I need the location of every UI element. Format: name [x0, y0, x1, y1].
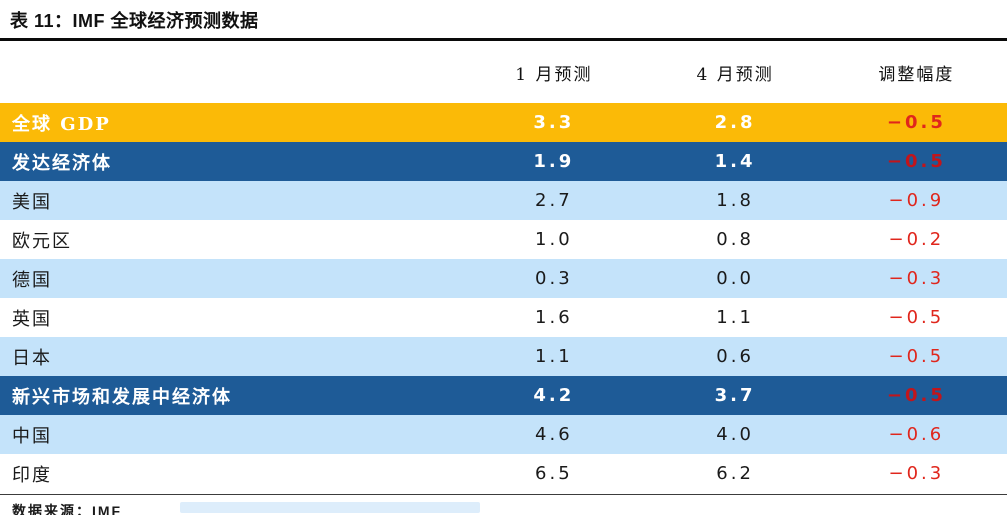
table-row-india: 印度 6.5 6.2 −0.3 [0, 454, 1007, 493]
jan-forecast-value: 1.1 [535, 346, 573, 367]
footer-divider [0, 494, 1007, 495]
table-row-emerging-markets: 新兴市场和发展中经济体 4.2 3.7 −0.5 [0, 376, 1007, 415]
watermark-smudge [180, 502, 480, 513]
row-label: 英国 [12, 308, 52, 330]
row-label: 印度 [12, 464, 52, 486]
title-bar: 表 11：IMF 全球经济预测数据 [0, 0, 1007, 38]
jan-forecast-value: 4.2 [533, 385, 575, 406]
table-row-eurozone: 欧元区 1.0 0.8 −0.2 [0, 220, 1007, 259]
adjustment-value: −0.5 [888, 307, 945, 328]
jan-forecast-value: 1.9 [533, 151, 575, 172]
row-label: 中国 [12, 425, 52, 447]
adjustment-value: −0.5 [886, 151, 946, 172]
row-label: 日本 [12, 347, 52, 369]
adjustment-value: −0.2 [888, 229, 945, 250]
row-label: 美国 [12, 191, 52, 213]
adjustment-value: −0.5 [886, 385, 946, 406]
table-row-japan: 日本 1.1 0.6 −0.5 [0, 337, 1007, 376]
table-row-global-gdp: 全球 GDP 3.3 2.8 −0.5 [0, 103, 1007, 142]
table-row-china: 中国 4.6 4.0 −0.6 [0, 415, 1007, 454]
col-header-jan-forecast: 1 月预测 [515, 64, 593, 85]
jan-forecast-value: 4.6 [535, 424, 573, 445]
table-row-germany: 德国 0.3 0.0 −0.3 [0, 259, 1007, 298]
jan-forecast-value: 0.3 [535, 268, 573, 289]
apr-forecast-value: 6.2 [716, 463, 754, 484]
forecast-table: 1 月预测 4 月预测 调整幅度 全球 GDP 3.3 2.8 −0.5 发达经… [0, 41, 1007, 493]
table-row-uk: 英国 1.6 1.1 −0.5 [0, 298, 1007, 337]
adjustment-value: −0.6 [888, 424, 945, 445]
col-header-adjustment: 调整幅度 [878, 64, 955, 85]
data-source: 数据来源：IMF [12, 503, 123, 515]
apr-forecast-value: 1.4 [714, 151, 756, 172]
apr-forecast-value: 4.0 [716, 424, 754, 445]
table-row-us: 美国 2.7 1.8 −0.9 [0, 181, 1007, 220]
col-header-apr-forecast: 4 月预测 [696, 64, 774, 85]
header-row: 1 月预测 4 月预测 调整幅度 [0, 41, 1007, 103]
row-label: 欧元区 [12, 230, 72, 252]
adjustment-value: −0.3 [888, 463, 945, 484]
row-label: 新兴市场和发展中经济体 [12, 386, 232, 408]
jan-forecast-value: 1.6 [535, 307, 573, 328]
apr-forecast-value: 0.6 [716, 346, 754, 367]
jan-forecast-value: 6.5 [535, 463, 573, 484]
row-label: 德国 [12, 269, 52, 291]
adjustment-value: −0.3 [888, 268, 945, 289]
adjustment-value: −0.5 [888, 346, 945, 367]
apr-forecast-value: 3.7 [714, 385, 756, 406]
title-underline [0, 38, 1007, 41]
jan-forecast-value: 1.0 [535, 229, 573, 250]
adjustment-value: −0.9 [888, 190, 945, 211]
jan-forecast-value: 3.3 [533, 112, 575, 133]
apr-forecast-value: 0.8 [716, 229, 754, 250]
table-row-advanced-economies: 发达经济体 1.9 1.4 −0.5 [0, 142, 1007, 181]
row-label: 全球 GDP [12, 113, 111, 135]
apr-forecast-value: 2.8 [714, 112, 756, 133]
table-title: 表 11：IMF 全球经济预测数据 [10, 11, 259, 31]
jan-forecast-value: 2.7 [535, 190, 573, 211]
row-label: 发达经济体 [12, 152, 112, 174]
col-header-region [0, 41, 463, 103]
adjustment-value: −0.5 [886, 112, 946, 133]
apr-forecast-value: 0.0 [716, 268, 754, 289]
apr-forecast-value: 1.8 [716, 190, 754, 211]
apr-forecast-value: 1.1 [716, 307, 754, 328]
